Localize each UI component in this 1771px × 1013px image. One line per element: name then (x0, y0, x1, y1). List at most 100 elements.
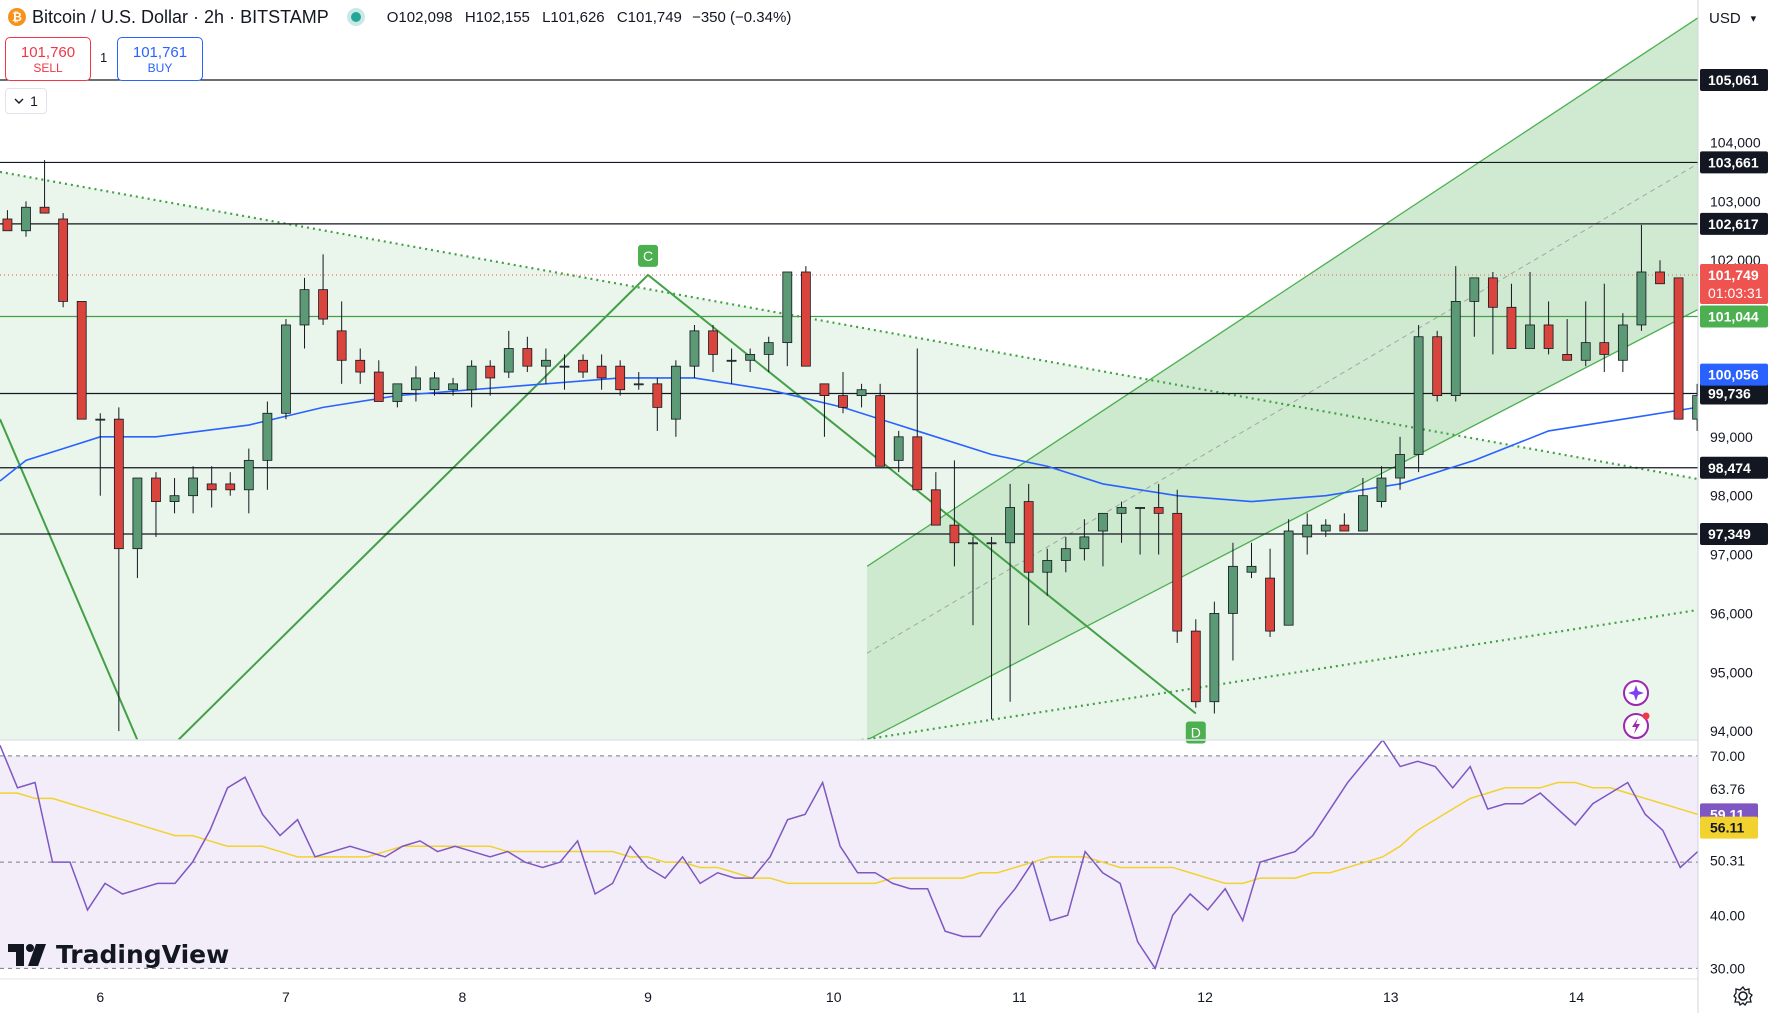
candle (1060, 536, 1071, 573)
candle-body (1005, 507, 1016, 544)
candle-body (39, 206, 50, 214)
candle-body (1098, 512, 1108, 532)
candle-body (1302, 524, 1313, 538)
currency-selector[interactable]: USD ▾ (1703, 4, 1769, 32)
buy-button[interactable]: 101,761 BUY (117, 37, 203, 81)
open-label: O (386, 8, 399, 26)
candle (39, 160, 50, 214)
candle-body (578, 359, 588, 373)
candle-body (188, 477, 199, 497)
candle-body (838, 395, 848, 408)
currency-label: USD (1709, 9, 1741, 27)
candle (1469, 277, 1480, 337)
close-value: 101,749 (627, 8, 682, 26)
candle-body (819, 383, 830, 397)
candle (559, 354, 570, 390)
candle (1209, 601, 1220, 714)
price-line-tag-label: 105,061 (1708, 72, 1759, 88)
candle-body (1265, 577, 1275, 632)
time-tick-label: 9 (644, 989, 652, 1005)
candle (875, 383, 886, 467)
candle (838, 372, 848, 414)
candle (1079, 519, 1090, 561)
candle-body (708, 330, 718, 355)
candle-body (763, 342, 774, 355)
candle-body (1543, 324, 1554, 349)
candle-body (1339, 524, 1350, 532)
candle (188, 466, 199, 514)
candle-body (1135, 507, 1145, 509)
rsi-tick-label: 40.00 (1710, 907, 1745, 923)
candle (1599, 283, 1610, 373)
candle (373, 360, 384, 402)
candle-body (986, 542, 997, 545)
candle-body (1358, 495, 1368, 532)
candle (169, 478, 180, 514)
candle (1692, 383, 1698, 431)
zigzag-leg-a (0, 418, 139, 740)
candle (2, 210, 13, 232)
candle-body (113, 418, 124, 550)
bar-countdown-label: 01:03:31 (1708, 285, 1763, 301)
candle-body (448, 383, 458, 391)
order-quantity[interactable]: 1 (100, 50, 108, 65)
pattern-point-C (638, 244, 659, 267)
ohlc-values: O102,098 H102,155 L101,626 C101,749 −350… (379, 9, 792, 26)
lightning-alert-icon[interactable] (1622, 711, 1652, 739)
change-value: −350 (−0.34%) (692, 8, 792, 26)
sell-price: 101,760 (20, 43, 76, 61)
candle-body (1395, 454, 1405, 479)
candle-body (485, 365, 496, 379)
candle (1023, 483, 1034, 626)
candle (596, 354, 607, 390)
price-tick-label: 97,000 (1710, 547, 1753, 563)
time-tick-label: 12 (1197, 989, 1213, 1005)
candle (968, 536, 978, 626)
rsi-tick-label: 63.76 (1710, 781, 1745, 797)
candle-body (1190, 630, 1201, 703)
candle-body (1655, 271, 1665, 285)
candle (726, 348, 737, 384)
candle-body (522, 348, 533, 367)
candle-body (1506, 306, 1517, 349)
candle (448, 377, 458, 396)
candle-body (243, 459, 254, 491)
candle (429, 372, 440, 396)
candle-body (1042, 560, 1053, 573)
time-tick-label: 13 (1383, 989, 1399, 1005)
price-line-tag-label: 99,736 (1708, 385, 1751, 401)
candle-body (2, 218, 13, 232)
candle-body (1376, 477, 1387, 502)
indicators-count: 1 (30, 93, 38, 109)
candle-body (1172, 512, 1183, 632)
candle-body (318, 289, 328, 320)
candle-body (875, 395, 886, 467)
candle-body (949, 524, 960, 544)
candle (689, 324, 700, 378)
candle (1098, 512, 1108, 567)
indicators-toggle-button[interactable]: 1 (5, 88, 47, 114)
candle-body (930, 489, 941, 526)
sell-button[interactable]: 101,760 SELL (5, 37, 91, 81)
gear-icon[interactable] (1732, 985, 1754, 1007)
candle-body (1079, 536, 1090, 550)
candle-body (503, 348, 514, 373)
candle-body (1153, 507, 1164, 514)
candle (986, 536, 997, 720)
price-line-tag-label: 98,474 (1708, 460, 1751, 476)
candle (1005, 483, 1016, 702)
candle (1413, 324, 1424, 473)
candle-body (58, 218, 69, 302)
sparkle-icon[interactable] (1622, 679, 1650, 707)
high-value: 102,155 (475, 8, 530, 26)
candle (21, 201, 31, 237)
candle (1580, 301, 1591, 367)
symbol-title[interactable]: Bitcoin / U.S. Dollar · 2h · BITSTAMP (32, 6, 329, 27)
price-pane (0, 17, 1698, 740)
candle-body (411, 377, 421, 391)
candle-body (262, 412, 273, 461)
candle (318, 254, 328, 325)
candle-body (1692, 395, 1698, 420)
close-label: C (616, 8, 628, 26)
